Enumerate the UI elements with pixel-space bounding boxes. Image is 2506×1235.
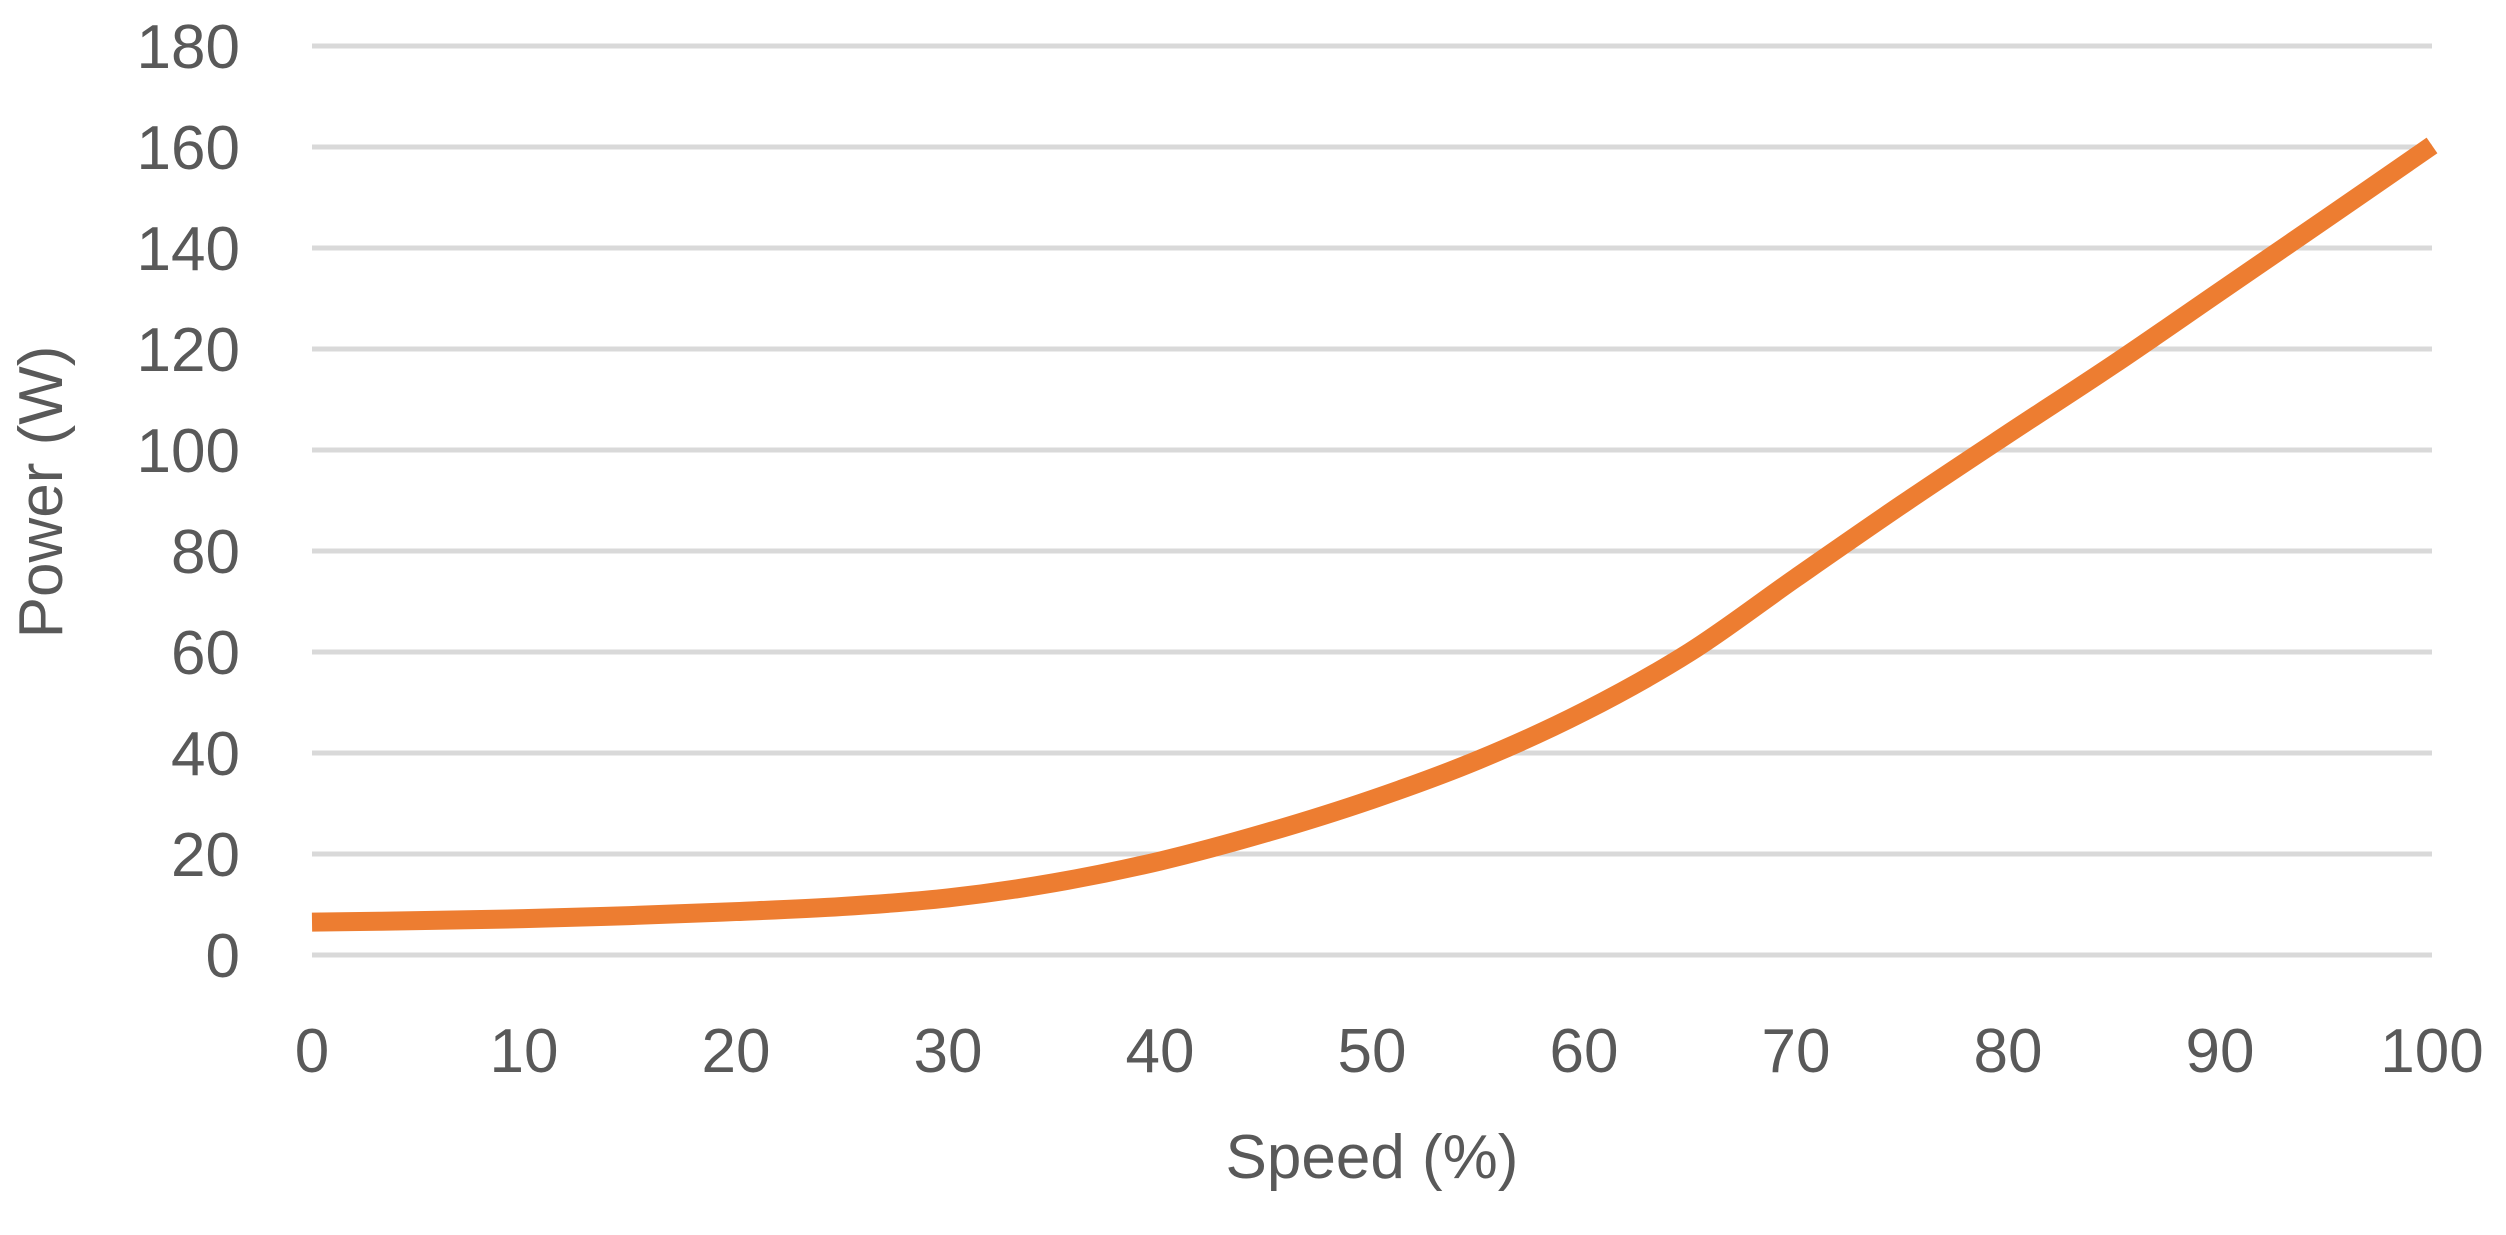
x-tick-label: 0	[295, 1017, 329, 1086]
x-tick-label: 10	[490, 1017, 559, 1086]
y-tick-label: 140	[137, 215, 240, 284]
series-layer	[311, 137, 2438, 932]
x-axis-tick-labels: 0 10 20 30 40 50 60 70 80 90 100	[295, 1017, 2484, 1086]
x-tick-label: 90	[2186, 1017, 2255, 1086]
y-tick-label: 80	[171, 518, 240, 587]
y-axis-tick-labels: 0 20 40 60 80 100 120 140 160 180	[137, 13, 240, 991]
x-tick-label: 70	[1762, 1017, 1831, 1086]
y-tick-label: 60	[171, 619, 240, 688]
x-tick-label: 100	[2380, 1017, 2483, 1086]
x-axis-label: Speed (%)	[1226, 1123, 1519, 1192]
y-tick-label: 120	[137, 316, 240, 385]
gridlines	[312, 43, 2432, 958]
y-tick-label: 180	[137, 13, 240, 82]
x-tick-label: 60	[1550, 1017, 1619, 1086]
x-tick-label: 80	[1974, 1017, 2043, 1086]
y-tick-label: 160	[137, 114, 240, 183]
x-tick-label: 30	[914, 1017, 983, 1086]
x-tick-label: 40	[1126, 1017, 1195, 1086]
y-tick-label: 100	[137, 417, 240, 486]
y-tick-label: 0	[206, 922, 240, 991]
x-tick-label: 20	[702, 1017, 771, 1086]
series-line-0	[311, 137, 2438, 932]
y-tick-label: 40	[171, 720, 240, 789]
y-axis-label: Power (W)	[7, 346, 76, 639]
y-tick-label: 20	[171, 821, 240, 890]
x-tick-label: 50	[1338, 1017, 1407, 1086]
